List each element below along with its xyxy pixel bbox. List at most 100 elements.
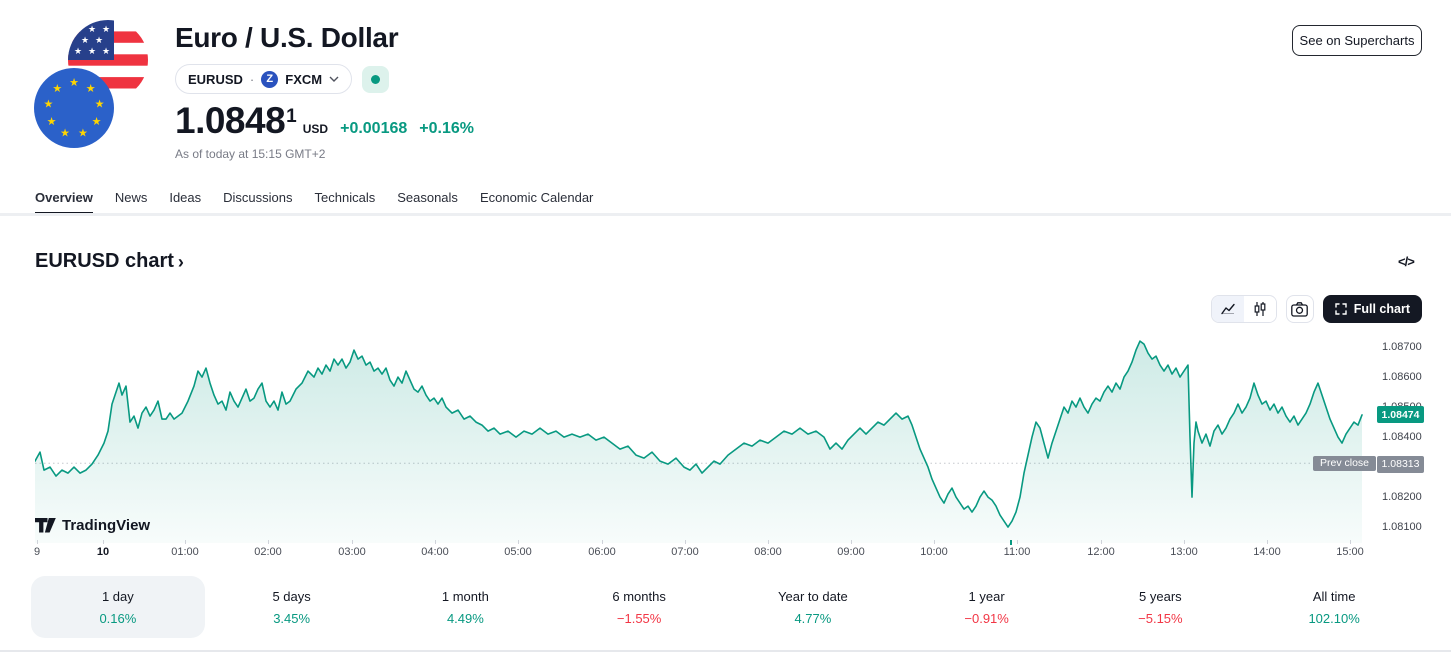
period-performance-row: 1 day 0.16% 5 days 3.45% 1 month 4.49% 6 month… (31, 576, 1421, 638)
period-label: 5 years (1139, 588, 1182, 604)
period-label: 1 month (441, 588, 489, 604)
period-change-value: 3.45% (273, 610, 311, 626)
time-axis-tick (518, 540, 519, 544)
tradingview-watermark: TradingView (35, 517, 150, 534)
svg-text:★: ★ (88, 25, 96, 35)
period-1-day[interactable]: 1 day 0.16% (31, 576, 205, 638)
price-axis-label: 1.08100 (1382, 521, 1422, 534)
session-marker-tick (1010, 540, 1012, 545)
tab-technicals[interactable]: Technicals (314, 190, 376, 205)
time-axis-label: 10 (96, 546, 110, 558)
svg-text:★: ★ (74, 47, 82, 57)
svg-text:★: ★ (74, 25, 82, 35)
price-currency: USD (302, 122, 329, 136)
time-axis-tick (268, 540, 269, 544)
period-change-value: 0.16% (99, 610, 137, 626)
time-axis-label: 15:00 (1336, 546, 1364, 558)
period-5-days[interactable]: 5 days 3.45% (205, 576, 379, 638)
candlestick-icon (1254, 302, 1266, 316)
price-axis-label: 1.08200 (1382, 491, 1422, 504)
period-change-value: −1.55% (616, 610, 662, 626)
area-fill (35, 341, 1362, 543)
symbol-switcher[interactable]: EURUSD · Z FXCM (175, 64, 353, 94)
time-axis-label: 03:00 (338, 546, 366, 558)
tab-overview[interactable]: Overview (35, 190, 93, 214)
time-axis-label: 06:00 (588, 546, 616, 558)
svg-text:★: ★ (52, 82, 62, 95)
period-year-to-date[interactable]: Year to date 4.77% (726, 576, 900, 638)
time-axis-label: 12:00 (1087, 546, 1115, 558)
price-line (35, 340, 1363, 528)
tabs-divider (0, 213, 1451, 216)
svg-text:★: ★ (95, 36, 103, 46)
symbol-ticker: EURUSD (188, 71, 243, 87)
time-axis-label: 01:00 (171, 546, 199, 558)
chart-section-label: EURUSD chart (35, 250, 174, 272)
price-axis-label: 1.08400 (1382, 431, 1422, 444)
svg-text:★: ★ (102, 25, 110, 35)
fullscreen-icon (1335, 303, 1347, 315)
period-6-months[interactable]: 6 months −1.55% (552, 576, 726, 638)
time-axis-tick (851, 540, 852, 544)
price-axis-label: 1.08700 (1382, 341, 1422, 354)
period-label: 1 year (968, 588, 1005, 604)
svg-text:★: ★ (47, 115, 57, 128)
chart-style-candles-button[interactable] (1243, 296, 1276, 322)
svg-text:★: ★ (69, 76, 79, 89)
time-axis-label: 02:00 (254, 546, 282, 558)
exchange-name: FXCM (285, 71, 323, 87)
time-axis-tick (1184, 540, 1185, 544)
price-change-pct: +0.16% (419, 120, 474, 137)
period-label: All time (1312, 588, 1356, 604)
time-axis-label: 10:00 (920, 546, 948, 558)
tab-seasonals[interactable]: Seasonals (397, 190, 458, 205)
svg-text:★: ★ (95, 98, 105, 111)
svg-text:★: ★ (88, 47, 96, 57)
bottom-divider (0, 650, 1451, 652)
period-1-year[interactable]: 1 year −0.91% (900, 576, 1074, 638)
time-axis-label: 07:00 (671, 546, 699, 558)
camera-icon (1291, 301, 1309, 317)
tradingview-watermark-text: TradingView (62, 517, 151, 534)
tab-economic-calendar[interactable]: Economic Calendar (479, 190, 594, 205)
prev-close-label: Prev close (1313, 455, 1377, 471)
period-label: 1 day (101, 588, 134, 604)
time-axis-label: 04:00 (421, 546, 449, 558)
market-status-chip (362, 65, 390, 93)
time-axis-tick (185, 540, 186, 544)
svg-text:★: ★ (86, 82, 96, 95)
price-chart[interactable] (35, 333, 1370, 543)
tab-ideas[interactable]: Ideas (169, 190, 202, 205)
period-label: 5 days (272, 588, 311, 604)
prev-close-value-badge: 1.08313 (1377, 455, 1424, 473)
period-1-month[interactable]: 1 month 4.49% (379, 576, 553, 638)
period-change-value: −0.91% (964, 610, 1009, 626)
period-change-value: 102.10% (1308, 610, 1360, 626)
period-all-time[interactable]: All time 102.10% (1247, 576, 1421, 638)
time-axis-label: 08:00 (754, 546, 782, 558)
chart-section-title[interactable]: EURUSD chart › (35, 250, 184, 273)
eu-flag-icon: ★ ★★ ★★★ ★★★ (34, 68, 114, 148)
see-on-supercharts-button[interactable]: See on Supercharts (1292, 25, 1422, 56)
separator: · (249, 71, 255, 87)
period-label: Year to date (778, 588, 848, 604)
time-axis-tick (602, 540, 603, 544)
time-axis-tick (685, 540, 686, 544)
chevron-down-icon (329, 76, 339, 82)
time-axis-tick (37, 540, 38, 544)
tab-discussions[interactable]: Discussions (223, 190, 293, 205)
as-of-timestamp: As of today at 15:15 GMT+2 (175, 147, 326, 161)
symbol-flags: ★ ★ ★ ★ ★ ★ ★ ★ ★ ★ ★ ★ ★ ★ ★ ★ ★ (34, 18, 150, 150)
time-axis-label: 11:00 (1003, 546, 1031, 558)
time-axis-label: 09:00 (837, 546, 865, 558)
snapshot-button[interactable] (1285, 295, 1314, 323)
full-chart-button[interactable]: Full chart (1322, 295, 1422, 323)
svg-text:★: ★ (102, 47, 110, 57)
period-5-years[interactable]: 5 years −5.15% (1074, 576, 1248, 638)
svg-text:★: ★ (92, 115, 102, 128)
tab-news[interactable]: News (114, 190, 148, 205)
chart-style-area-button[interactable] (1211, 296, 1244, 322)
period-change-value: 4.77% (794, 610, 832, 626)
embed-code-button[interactable]: </> (1398, 254, 1415, 269)
